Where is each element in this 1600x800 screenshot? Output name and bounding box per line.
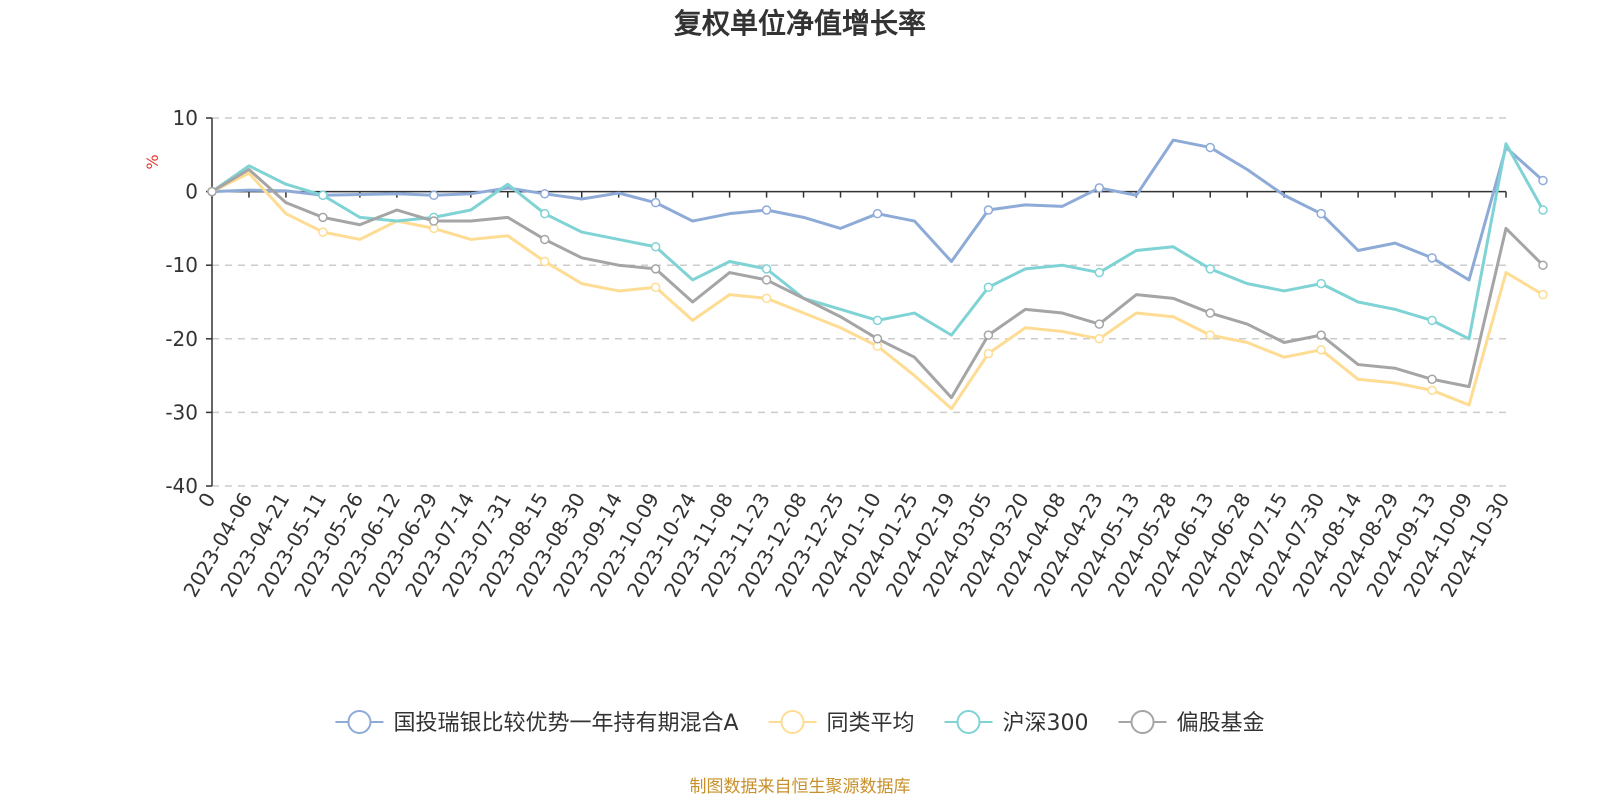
series-point xyxy=(983,348,994,359)
series-point xyxy=(429,216,439,226)
legend-label: 同类平均 xyxy=(827,711,915,736)
chart-title: 复权单位净值增长率 xyxy=(674,7,926,40)
series-point xyxy=(318,227,328,237)
series-point xyxy=(761,264,772,274)
legend-marker-icon xyxy=(956,710,981,734)
series-point xyxy=(1427,253,1437,263)
series-point xyxy=(872,334,883,344)
y-tick-label: 10 xyxy=(173,106,198,130)
series-point xyxy=(761,293,772,304)
series-point xyxy=(761,205,772,215)
series-point xyxy=(650,282,661,293)
series-point xyxy=(1094,319,1105,329)
y-tick-label: 0 xyxy=(185,180,198,204)
series-point xyxy=(539,208,550,219)
series-point xyxy=(983,330,994,340)
legend-label: 沪深300 xyxy=(1003,711,1089,736)
series-point xyxy=(1205,330,1215,340)
legend-label: 国投瑞银比较优势一年持有期混合A xyxy=(393,711,738,736)
legend[interactable]: 国投瑞银比较优势一年持有期混合A 同类平均 沪深300 偏股基金 xyxy=(335,710,1265,736)
series-point xyxy=(872,315,883,326)
series-point xyxy=(539,189,550,199)
series-point xyxy=(1538,205,1548,215)
y-tick-label: -40 xyxy=(165,474,198,498)
series-point xyxy=(539,234,550,245)
legend-marker-icon xyxy=(780,710,805,734)
y-axis-unit: % xyxy=(143,154,162,169)
series-point xyxy=(1427,315,1437,326)
series-point xyxy=(650,242,661,252)
axes: 100-10-20-30-4002023-04-062023-04-212023… xyxy=(165,106,1514,601)
legend-marker-icon xyxy=(1130,710,1155,734)
series-point xyxy=(429,190,439,201)
series-point xyxy=(318,190,328,201)
legend-marker-icon xyxy=(347,710,372,734)
legend-item-3[interactable]: 偏股基金 xyxy=(1118,710,1265,736)
series-point xyxy=(1316,345,1326,355)
series-point xyxy=(1094,334,1105,344)
y-tick-label: -30 xyxy=(165,400,198,424)
series-point xyxy=(1538,175,1548,186)
series-point xyxy=(1538,260,1548,270)
series-point xyxy=(983,282,994,293)
series-point xyxy=(207,186,217,197)
series-point xyxy=(1094,267,1105,278)
series-point xyxy=(1094,183,1105,193)
series-point xyxy=(539,256,550,267)
series-point xyxy=(1538,289,1548,300)
series-point xyxy=(1205,308,1215,318)
series-point xyxy=(1316,208,1326,219)
series-point xyxy=(650,264,661,274)
series-line-2 xyxy=(210,142,1545,341)
series-point xyxy=(650,197,661,208)
series-point xyxy=(1316,330,1326,340)
series-line-1 xyxy=(210,171,1545,411)
series-point xyxy=(1427,374,1437,385)
series-lines xyxy=(207,138,1548,411)
series-point xyxy=(1205,142,1215,153)
series-point xyxy=(318,212,328,223)
series-point xyxy=(1427,385,1437,396)
legend-item-1[interactable]: 同类平均 xyxy=(768,710,915,736)
grid-lines xyxy=(212,117,1506,487)
source-note: 制图数据来自恒生聚源数据库 xyxy=(690,777,911,797)
series-point xyxy=(761,275,772,285)
legend-item-2[interactable]: 沪深300 xyxy=(944,710,1089,736)
y-tick-label: -10 xyxy=(165,253,198,277)
legend-item-0[interactable]: 国投瑞银比较优势一年持有期混合A xyxy=(335,710,739,736)
series-point xyxy=(872,208,883,219)
series-point xyxy=(1205,264,1215,274)
y-tick-label: -20 xyxy=(165,327,198,351)
series-point xyxy=(983,205,994,215)
series-point xyxy=(1316,278,1326,289)
x-tick-label: 0 xyxy=(193,489,220,512)
series-line-3 xyxy=(210,168,1545,400)
legend-label: 偏股基金 xyxy=(1177,711,1265,736)
